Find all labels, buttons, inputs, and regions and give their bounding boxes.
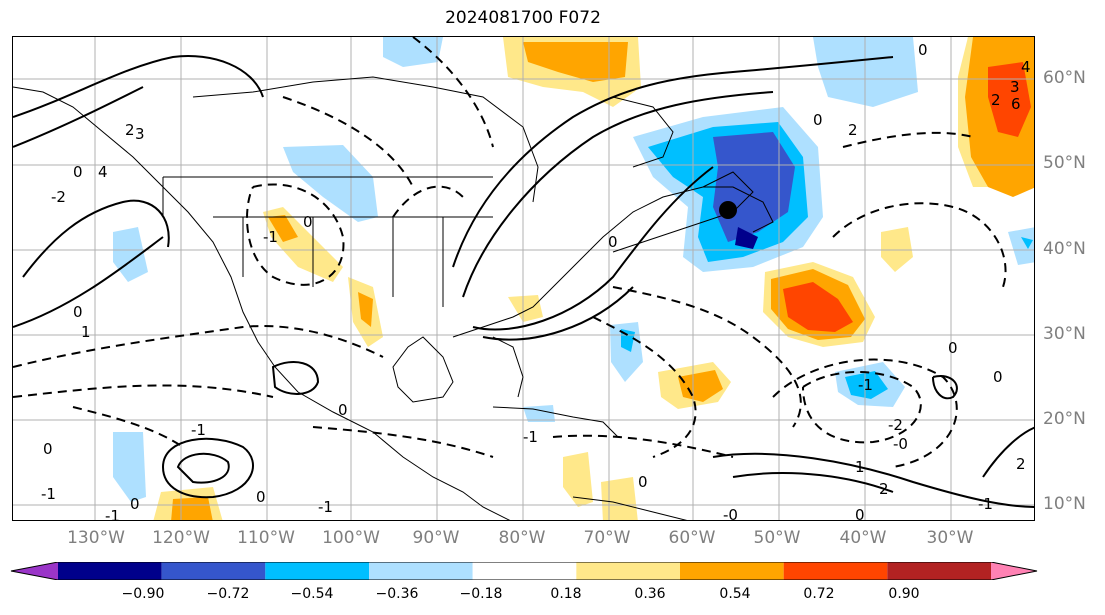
contour-label: 0 — [638, 473, 648, 491]
lon-label: 30°W — [926, 528, 974, 548]
contour-label: -1 — [978, 495, 993, 513]
contour-label: 0 — [948, 339, 958, 357]
colorbar — [10, 562, 1038, 580]
contour-label: 4 — [98, 163, 108, 181]
colorbar-tick-label: 0.54 — [719, 586, 751, 602]
colorbar-tick-label: 0.90 — [888, 586, 920, 602]
contour-label: 2 — [125, 121, 135, 139]
contour-label: -0 — [723, 506, 738, 521]
lon-label: 80°W — [498, 528, 546, 548]
contour-label: 0 — [813, 111, 823, 129]
contour-label: 0 — [993, 368, 1003, 386]
shaded-anomalies — [113, 37, 1034, 520]
contour-label: 0 — [855, 506, 865, 521]
contour-label: 0 — [338, 401, 348, 419]
contour-label: 4 — [1021, 58, 1031, 76]
lon-label: 110°W — [237, 528, 295, 548]
lat-label: 50°N — [1043, 153, 1086, 173]
colorbar-cell — [576, 562, 680, 580]
contour-label: 0 — [73, 303, 83, 321]
contour-label: -1 — [263, 228, 278, 246]
contour-label: 2 — [991, 91, 1001, 109]
colorbar-cell — [783, 562, 888, 580]
map-canvas: 0 -2 2 3 4 0 -1 0 1 -1 0 -1 0 -0 0 2 0 1… — [13, 37, 1034, 521]
shade-negative-rockies — [283, 145, 378, 222]
contour-label: 1 — [855, 458, 865, 476]
lon-label: 130°W — [67, 528, 125, 548]
contour-label: -0 — [893, 435, 908, 453]
lon-label: 50°W — [753, 528, 801, 548]
contour-label: -2 — [51, 188, 66, 206]
contour-label: 1 — [81, 323, 91, 341]
colorbar-tick-label: −0.90 — [121, 586, 165, 602]
lat-label: 40°N — [1043, 239, 1086, 259]
contour-label: -1 — [191, 421, 206, 439]
colorbar-cell — [991, 562, 1037, 580]
contour-label: 0 — [43, 440, 53, 458]
colorbar-cell — [680, 562, 784, 580]
contour-label: -2 — [888, 416, 903, 434]
colorbar-tick-label: 0.18 — [550, 586, 582, 602]
contour-label: -1 — [523, 428, 538, 446]
lon-label: 100°W — [322, 528, 380, 548]
contour-label: -1 — [41, 485, 56, 503]
colorbar-cell — [58, 562, 162, 580]
lat-label: 10°N — [1043, 494, 1086, 514]
contour-label: 0 — [918, 41, 928, 59]
contour-label: 3 — [135, 125, 145, 143]
contours — [13, 55, 1034, 508]
lon-label: 60°W — [668, 528, 716, 548]
colorbar-tick-label: −0.18 — [459, 586, 503, 602]
location-marker — [719, 201, 737, 219]
contour-label: 2 — [1016, 455, 1026, 473]
contour-label: 0 — [73, 163, 83, 181]
contour-label: -1 — [318, 498, 333, 516]
colorbar-tick-label: −0.72 — [206, 586, 250, 602]
contour-label: 0 — [608, 233, 618, 251]
colorbar-cell — [265, 562, 369, 580]
contour-label: 0 — [303, 213, 313, 231]
lon-label: 70°W — [583, 528, 631, 548]
map-panel: 0 -2 2 3 4 0 -1 0 1 -1 0 -1 0 -0 0 2 0 1… — [12, 36, 1035, 521]
lon-label: 40°W — [839, 528, 887, 548]
contour-label: 2 — [879, 480, 889, 498]
contour-label: 3 — [1010, 78, 1020, 96]
map-title: 2024081700 F072 — [445, 8, 601, 28]
colorbar-tick-label: 0.72 — [803, 586, 835, 602]
colorbar-cell — [161, 562, 266, 580]
lat-label: 20°N — [1043, 409, 1086, 429]
contour-label: 0 — [130, 495, 140, 513]
colorbar-cell — [887, 562, 991, 580]
graticule — [13, 37, 1034, 520]
lon-label: 90°W — [412, 528, 460, 548]
contour-label-group: 0 -2 2 3 4 0 -1 0 1 -1 0 -1 0 -0 0 2 0 1… — [41, 41, 1031, 521]
contour-label: -1 — [858, 376, 873, 394]
dashed-contours — [13, 37, 1007, 468]
contour-label: 0 — [256, 488, 266, 506]
contour-label: 2 — [848, 121, 858, 139]
colorbar-cell — [472, 562, 577, 580]
colorbar-tick-label: −0.36 — [375, 586, 419, 602]
lat-label: 30°N — [1043, 324, 1086, 344]
lat-label: 60°N — [1043, 68, 1086, 88]
colorbar-cell — [369, 562, 473, 580]
colorbar-cell — [11, 562, 58, 580]
lon-label: 120°W — [152, 528, 210, 548]
contour-label: -1 — [105, 507, 120, 521]
colorbar-tick-label: −0.54 — [290, 586, 334, 602]
colorbar-tick-label: 0.36 — [634, 586, 666, 602]
contour-label: 6 — [1011, 95, 1021, 113]
